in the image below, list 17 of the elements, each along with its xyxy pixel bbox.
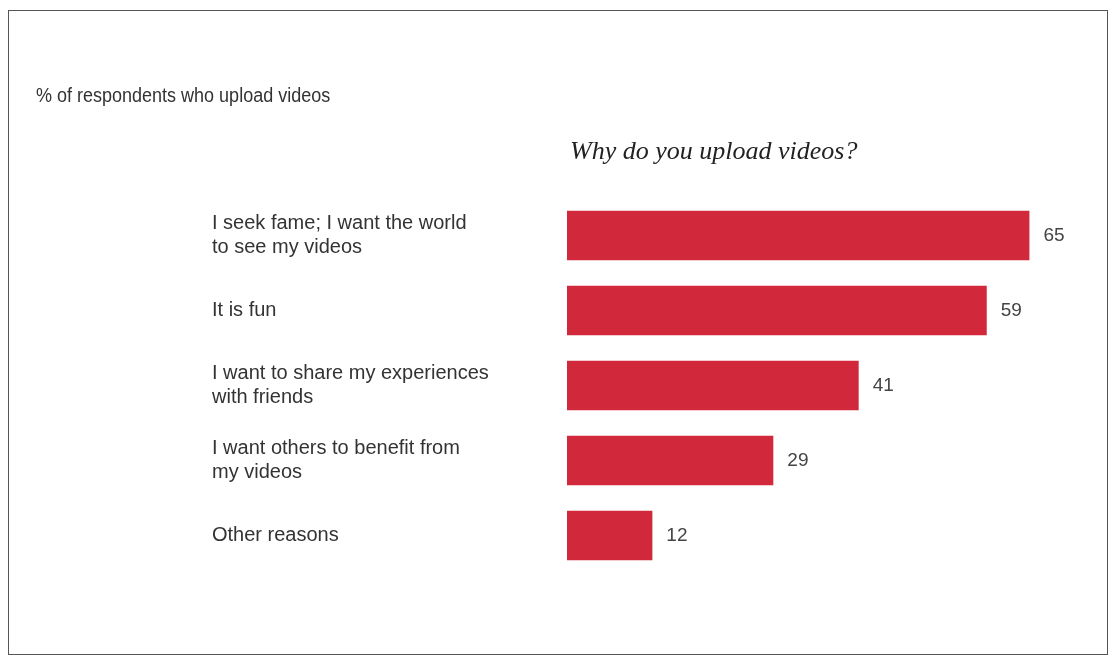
data-label: 65 [1043,223,1065,245]
bar [567,435,774,486]
chart-title: Why do you upload videos? [570,136,858,166]
bar [567,510,653,561]
text: % of respondents who upload videos [36,84,331,107]
y-tick-label: It is fun [212,298,277,321]
data-label: 29 [787,448,809,470]
y-tick-label: I want to share my experiences with friends [211,361,489,408]
bar [567,285,987,336]
data-label: 59 [1000,298,1022,320]
y-tick-label: Other reasons [212,523,339,546]
data-label: 12 [666,523,688,545]
y-tick-label: I seek fame; I want the world to see my videos [212,211,467,258]
y-tick-label: I want others to benefit from my videos [212,436,460,483]
data-label: 41 [872,373,894,395]
bar [567,210,1030,261]
bar [567,360,859,411]
